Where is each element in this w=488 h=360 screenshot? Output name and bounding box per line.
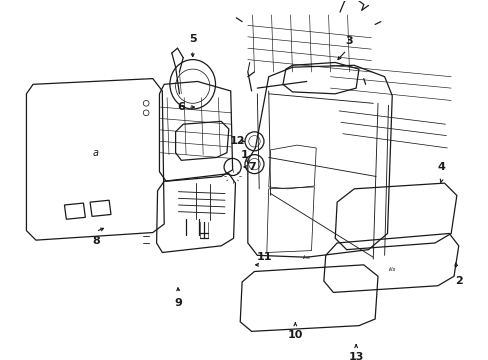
Polygon shape bbox=[90, 200, 111, 216]
Text: 11: 11 bbox=[256, 252, 271, 262]
Ellipse shape bbox=[169, 60, 215, 109]
Text: a: a bbox=[93, 148, 99, 158]
Text: 9: 9 bbox=[174, 298, 182, 308]
Text: 3: 3 bbox=[345, 36, 353, 46]
Text: 10: 10 bbox=[287, 330, 303, 340]
Text: 4: 4 bbox=[437, 162, 445, 172]
Text: 7: 7 bbox=[247, 162, 255, 172]
Text: ills: ills bbox=[388, 267, 395, 273]
Text: 8: 8 bbox=[92, 236, 100, 246]
Text: 6: 6 bbox=[177, 102, 185, 112]
Polygon shape bbox=[64, 203, 85, 219]
Text: 2: 2 bbox=[454, 276, 462, 286]
Text: ihs: ihs bbox=[302, 255, 310, 260]
Text: 13: 13 bbox=[348, 352, 363, 360]
Text: 5: 5 bbox=[188, 34, 196, 44]
Text: 12: 12 bbox=[229, 136, 244, 146]
Text: 1: 1 bbox=[241, 150, 248, 159]
